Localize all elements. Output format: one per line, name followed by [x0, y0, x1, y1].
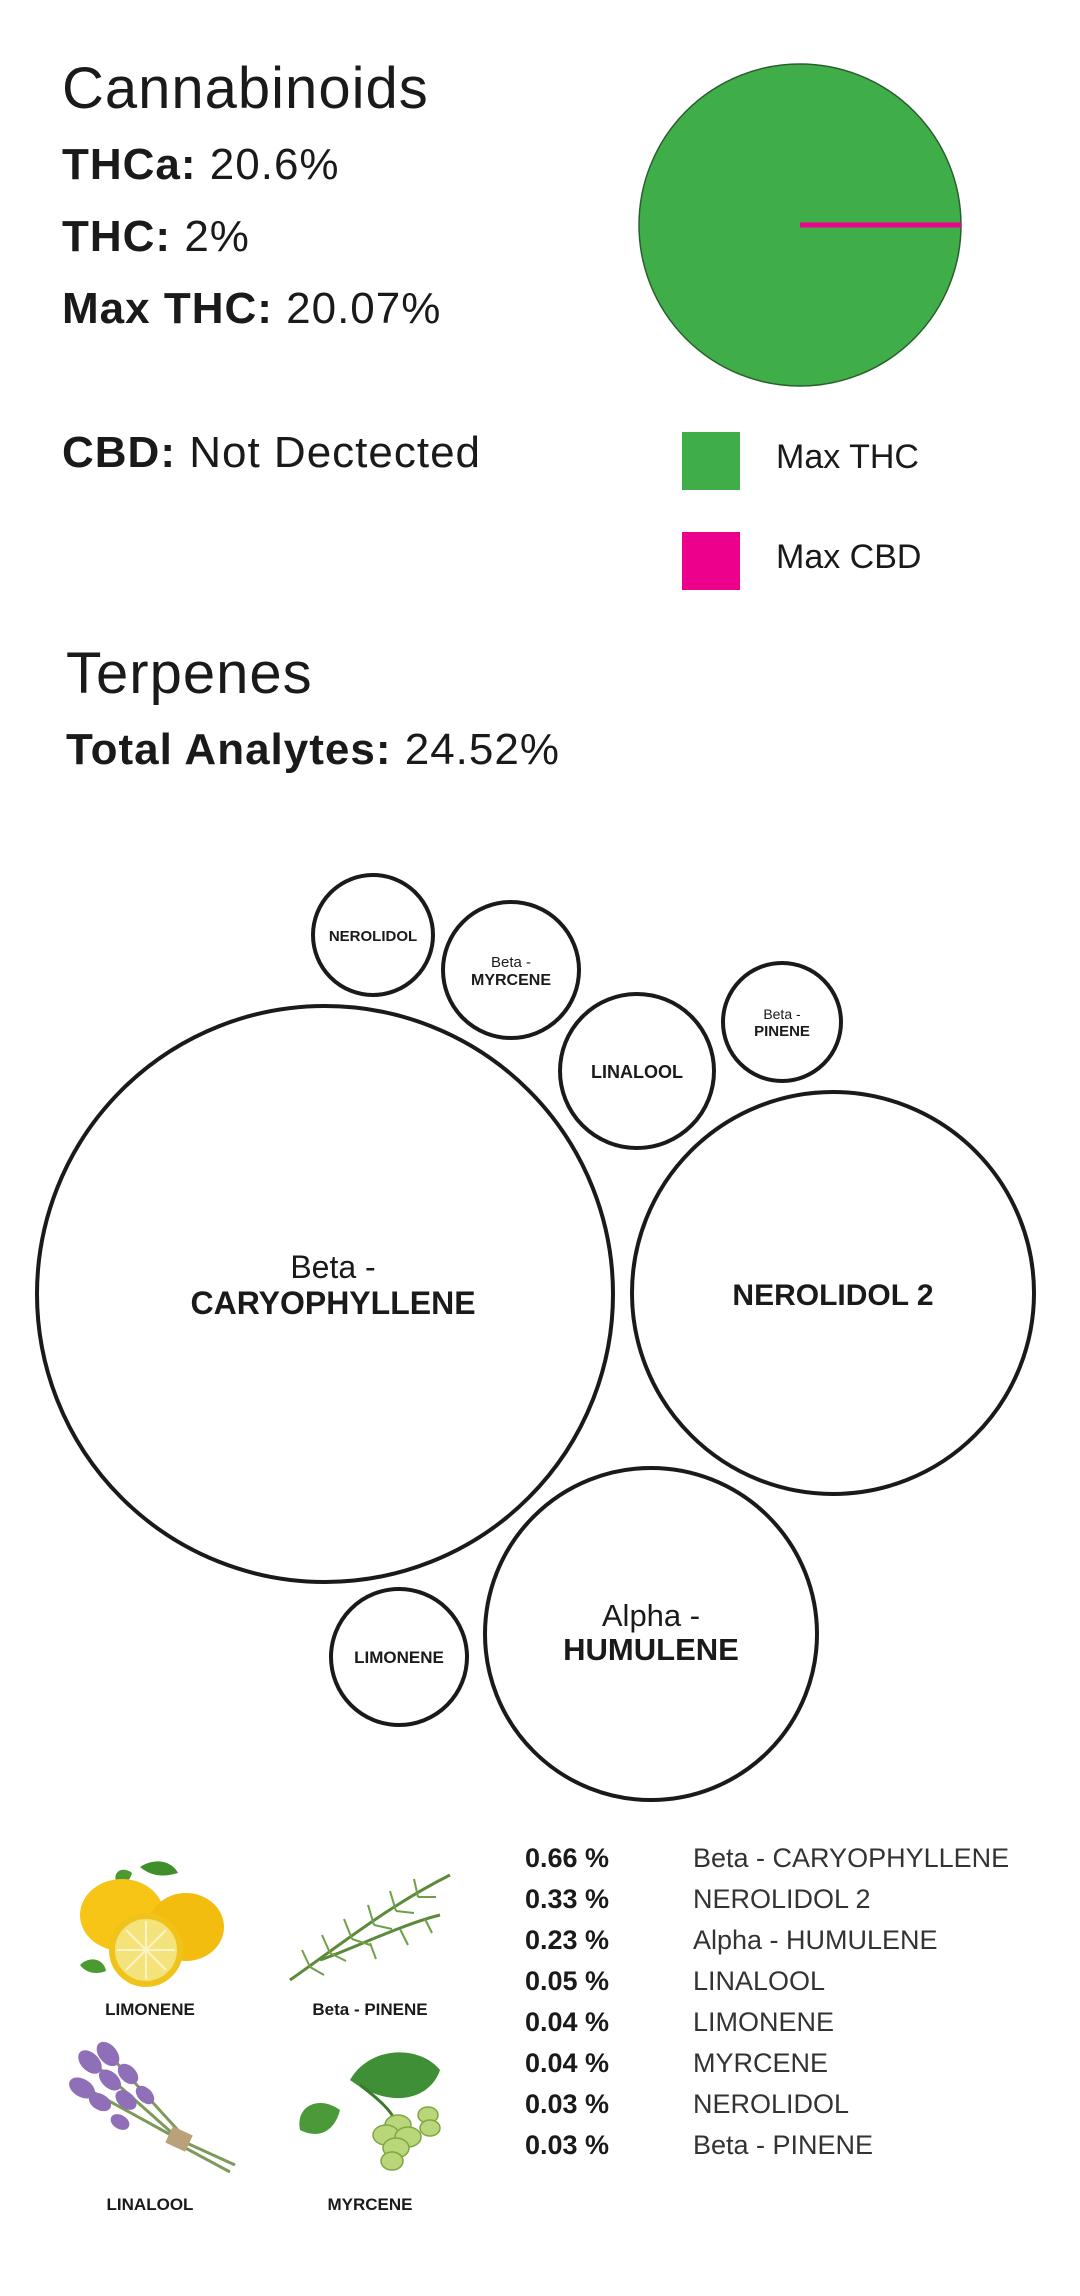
thca-row: THCa: 20.6% [62, 140, 340, 190]
terpene-percent: 0.05 % [525, 1966, 610, 1996]
bubble-label-limonene: LIMONENE [354, 1648, 444, 1667]
terpene-name: Alpha - HUMULENE [693, 1925, 938, 1955]
bubble-linalool [558, 992, 716, 1150]
terpenes-title: Terpenes [66, 641, 313, 706]
bubble-label-linalool: LINALOOL [591, 1062, 683, 1082]
thumb-caption-myrcene: MYRCENE [327, 2195, 413, 2214]
terpene-name: NEROLIDOL 2 [693, 1884, 871, 1914]
cbd-value: Not Dectected [189, 428, 482, 477]
max-thc-row: Max THC: 20.07% [62, 284, 441, 334]
terpene-name: Beta - PINENE [693, 2130, 874, 2160]
legend-swatch-max-thc [682, 432, 740, 490]
bubble-label-nerolidol: NEROLIDOL [329, 928, 417, 945]
bubble-limonene [329, 1587, 469, 1727]
legend-label-max-thc: Max THC [776, 438, 919, 476]
terpene-percent: 0.04 % [525, 2048, 610, 2078]
terpene-name: NEROLIDOL [693, 2089, 850, 2119]
total-analytes-label: Total Analytes: [66, 725, 392, 774]
cbd-label: CBD: [62, 428, 176, 477]
bubble-label-caryophyllene: CARYOPHYLLENE [190, 1285, 475, 1321]
thc-label: THC: [62, 212, 172, 261]
terpene-bubble-chart: NEROLIDOL Beta - MYRCENE Beta - PINENE L… [35, 873, 1036, 1802]
terpene-percent: 0.23 % [525, 1925, 610, 1955]
bubble-beta-pinene [721, 961, 843, 1083]
cannabinoids-title: Cannabinoids [62, 56, 429, 121]
terpene-name: Beta - CARYOPHYLLENE [693, 1843, 1010, 1873]
bubble-alpha-humulene [483, 1466, 819, 1802]
bubble-label-caryophyllene-prefix: Beta - [290, 1249, 375, 1285]
terpene-name: MYRCENE [693, 2048, 829, 2078]
terpene-percent: 0.03 % [525, 2130, 610, 2160]
lavender-icon [69, 2041, 236, 2174]
bubble-beta-myrcene [441, 900, 581, 1040]
cannabinoid-pie-chart [638, 63, 962, 387]
hops-icon [299, 2052, 441, 2171]
thc-row: THC: 2% [62, 212, 250, 262]
bubble-label-pinene: PINENE [754, 1023, 810, 1040]
terpene-percent: 0.04 % [525, 2007, 610, 2037]
bubble-label-humulene-prefix: Alpha - [602, 1598, 700, 1633]
terpene-name: LINALOOL [693, 1966, 826, 1996]
bubble-label-humulene: HUMULENE [563, 1632, 739, 1667]
thca-label: THCa: [62, 140, 197, 189]
bubble-nerolidol-2 [630, 1090, 1036, 1496]
thumb-caption-limonene: LIMONENE [105, 2000, 195, 2019]
bubble-label-myrcene-prefix: Beta - [491, 954, 531, 971]
lemon-icon [80, 1861, 224, 1987]
bubble-label-myrcene: MYRCENE [471, 972, 551, 989]
cbd-row: CBD: Not Dectected [62, 428, 481, 478]
terpene-percent: 0.03 % [525, 2089, 610, 2119]
max-thc-value: 20.07% [286, 284, 442, 333]
total-analytes-row: Total Analytes: 24.52% [66, 725, 560, 775]
bubble-nerolidol [311, 873, 435, 997]
total-analytes-value: 24.52% [404, 725, 560, 774]
thumb-caption-linalool: LINALOOL [106, 2195, 194, 2214]
terpene-percent: 0.66 % [525, 1843, 610, 1873]
bubble-beta-caryophyllene [35, 1004, 615, 1584]
bubble-label-pinene-prefix: Beta - [763, 1006, 801, 1022]
legend-swatch-max-cbd [682, 532, 740, 590]
terpene-percent: 0.33 % [525, 1884, 610, 1914]
bubble-label-nerolidol-2: NEROLIDOL 2 [732, 1279, 933, 1312]
max-thc-label: Max THC: [62, 284, 273, 333]
terpene-name: LIMONENE [693, 2007, 835, 2037]
legend-label-max-cbd: Max CBD [776, 538, 922, 576]
thc-value: 2% [184, 212, 250, 261]
thumb-caption-beta-pinene: Beta - PINENE [312, 2000, 428, 2019]
pine-sprig-icon [289, 1873, 451, 1982]
thca-value: 20.6% [209, 140, 340, 189]
